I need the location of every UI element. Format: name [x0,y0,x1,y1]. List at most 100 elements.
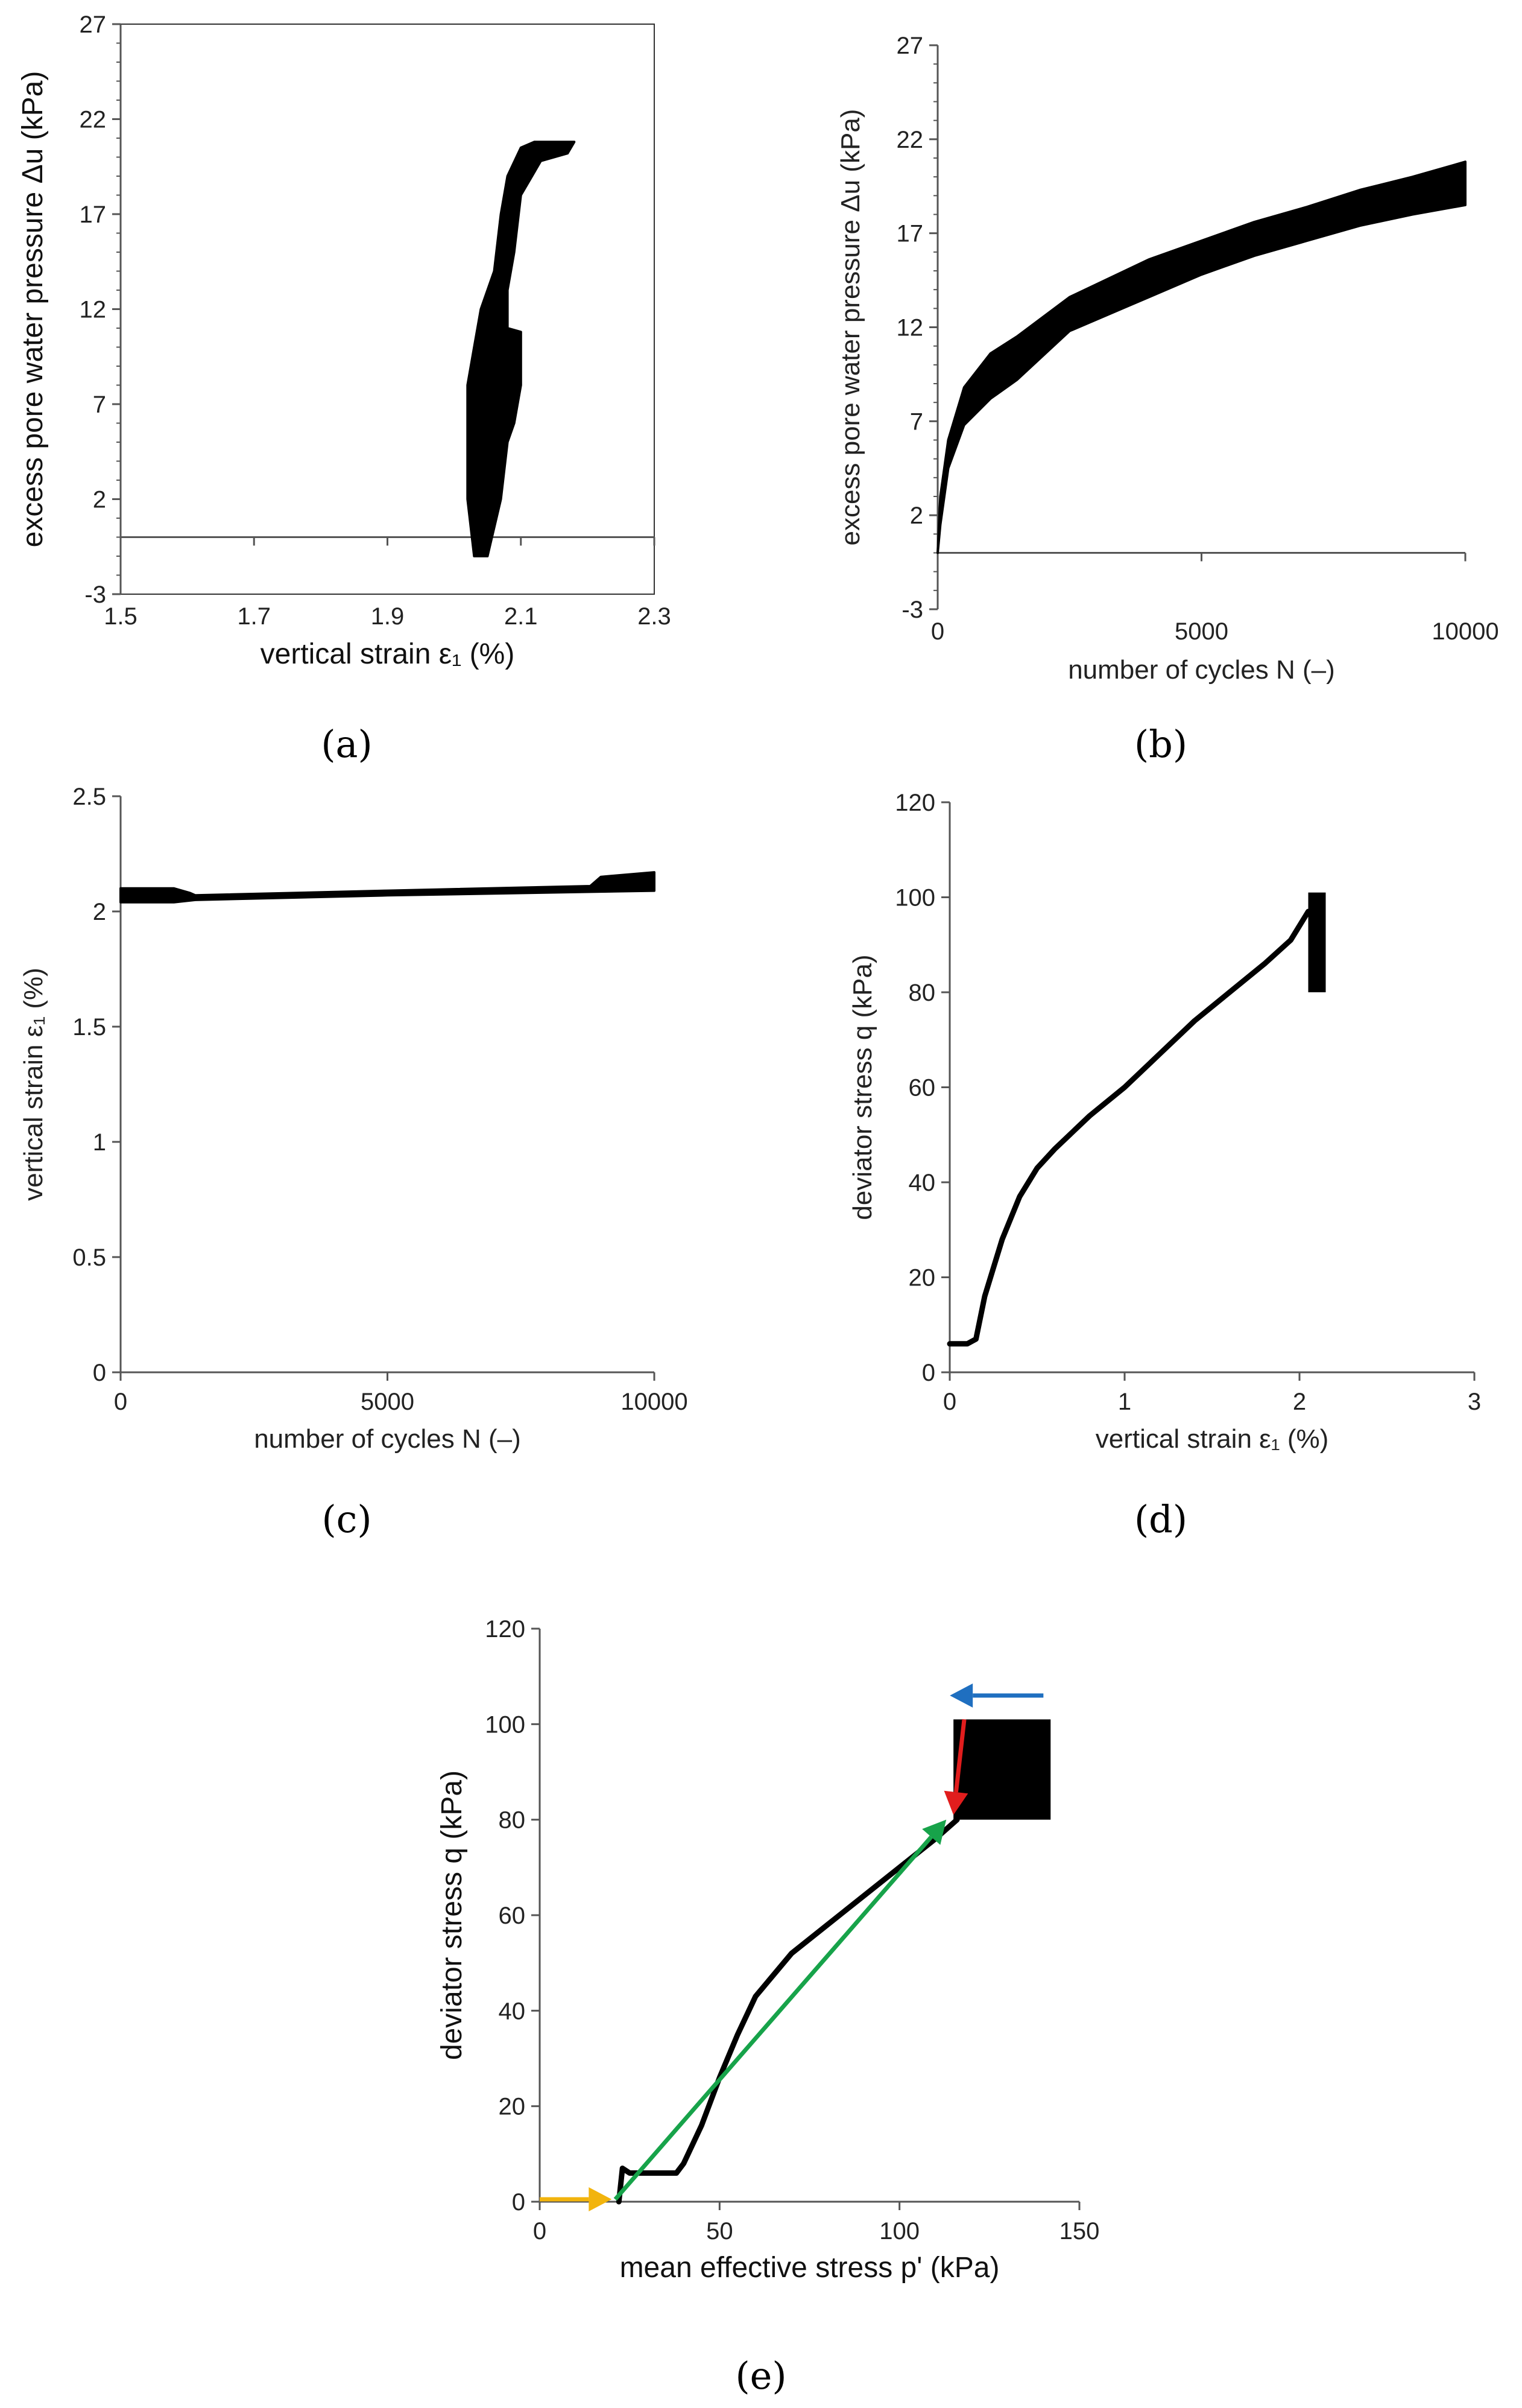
x-axis-label: mean effective stress p' (kPa) [620,2252,1000,2284]
x-tick-label: 10000 [1432,618,1498,645]
data-point [620,2166,625,2171]
y-tick-label: 0.5 [72,1244,106,1271]
data-point [627,2170,633,2176]
y-tick-label: 20 [499,2094,526,2120]
x-tick-label: 1.9 [371,603,405,630]
x-tick-label: 5000 [361,1389,414,1415]
data-point [1017,1194,1022,1199]
plot-frame [120,24,655,595]
data-point [1157,1051,1162,1057]
y-tick-label: 27 [80,11,107,38]
x-tick-label: 1.7 [237,603,271,630]
data-point [789,1951,794,1956]
y-tick-label: 2 [93,487,106,513]
y-tick-label: 80 [909,980,936,1006]
annotation-arrowhead [589,2187,612,2212]
strain-band [119,871,655,904]
y-tick-label: 0 [512,2189,525,2216]
data-point [825,1922,830,1927]
data-point [674,2170,679,2176]
data-point [1227,990,1232,995]
x-tick-label: 50 [706,2218,733,2245]
data-point [947,1341,952,1346]
data-point [616,2199,622,2204]
x-tick-label: 100 [879,2218,920,2245]
y-tick-label: -3 [902,597,923,623]
x-axis-label: number of cycles N (–) [254,1424,521,1454]
pore-pressure-band [466,141,576,557]
x-tick-label: 0 [943,1389,956,1415]
y-axis-label: vertical strain ε₁ (%) [19,968,48,1201]
x-axis-label: vertical strain ε₁ (%) [1096,1424,1329,1454]
y-tick-label: 100 [895,885,935,911]
y-tick-label: 2 [910,502,923,529]
y-tick-label: 80 [499,1807,526,1834]
x-tick-label: 0 [931,618,944,645]
annotation-arrowhead [944,1790,968,1815]
y-tick-label: 7 [93,391,106,418]
chart-c: 0 0.5 1 1.5 2 2.5 0 5000 10000 number of cycles N… [19,784,688,1454]
annotation-arrowhead [950,1683,973,1708]
panel-label-b: (b) [1134,722,1187,766]
y-tick-label: 40 [499,1998,526,2024]
x-tick-label: 1 [1118,1389,1131,1415]
x-tick-label: 150 [1059,2218,1100,2245]
y-tick-label: 0 [93,1360,106,1386]
annotation-arrow-shaft [613,1836,933,2201]
y-tick-label: 40 [909,1170,936,1196]
chart-e: 0 20 40 60 80 100 120 0 50 100 150 mean effective s… [436,1616,1099,2284]
data-point [1122,1085,1127,1090]
data-point [753,1994,758,1999]
data-point [1262,961,1267,966]
data-point [699,2123,704,2128]
y-tick-label: 17 [80,201,107,228]
y-tick-label: 100 [485,1711,525,1738]
panel-label-a: (a) [321,722,372,766]
data-point [861,1893,866,1899]
x-tick-label: 0 [533,2218,546,2245]
x-tick-label: 10000 [620,1389,687,1415]
y-tick-label: 2.5 [72,784,106,810]
y-tick-label: 2 [93,899,106,925]
data-point [897,1865,902,1870]
data-point [973,1336,979,1342]
y-tick-label: 1 [93,1129,106,1156]
panel-label-d: (d) [1134,1497,1187,1541]
x-axis-label: number of cycles N (–) [1068,655,1335,685]
data-point [681,2161,686,2166]
x-tick-label: 3 [1468,1389,1481,1415]
y-tick-label: 27 [897,33,924,59]
y-tick-label: 7 [910,408,923,435]
x-axis-label: vertical strain ε₁ (%) [261,638,515,670]
y-tick-label: 12 [80,297,107,323]
x-tick-label: 2 [1293,1389,1306,1415]
panel-label-e: (e) [735,2354,786,2398]
chart-d: 0 20 40 60 80 100 120 0 1 2 3 vertical strain ε₁ (%… [848,790,1481,1454]
x-tick-label: 1.5 [104,603,137,630]
y-axis-label: excess pore water pressure Δu (kPa) [17,71,49,548]
y-tick-label: 20 [909,1265,936,1291]
x-tick-label: 0 [114,1389,127,1415]
panel-label-c: (c) [321,1497,371,1541]
y-tick-label: 22 [80,107,107,133]
stress-path-line [947,908,1311,1347]
x-tick-label: 2.1 [504,603,538,630]
y-tick-label: 17 [897,221,924,247]
stress-path-line [616,1817,960,2205]
data-point [982,1294,987,1299]
y-tick-label: 22 [897,127,924,153]
y-tick-label: 120 [485,1616,525,1643]
cyclic-loop-block [1308,892,1326,992]
pore-pressure-band [936,160,1467,554]
annotation-arrowhead [922,1819,947,1845]
annotation-arrow-shaft [953,1719,967,1793]
y-axis-label: excess pore water pressure Δu (kPa) [836,109,865,546]
data-point [1192,1018,1197,1024]
data-point [1288,937,1293,943]
data-point [965,1341,970,1346]
y-tick-label: 12 [897,315,924,341]
data-point [735,2032,740,2037]
